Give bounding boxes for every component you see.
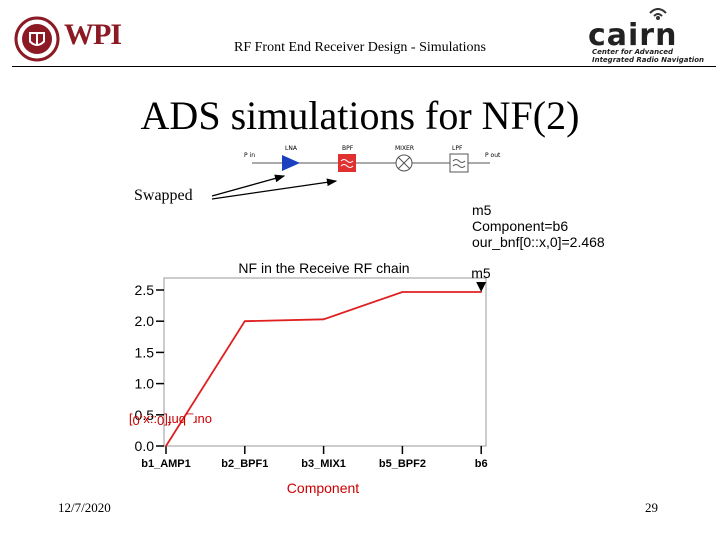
swap-arrow-2 [211,178,338,200]
y-tick-label: 2.0 [135,313,155,329]
x-axis-label: Component [287,480,359,496]
data-point [322,318,325,321]
schematic-label-pout: P out [485,152,501,159]
y-tick-label: 0.5 [135,407,155,423]
nf-chart: NF in the Receive RF chain 0.0 0.5 1.0 1.5 2… [129,260,491,496]
signal-wave-icon [649,8,667,20]
wpi-seal-icon [14,16,60,62]
series-line [165,291,482,447]
schematic-label-pin: P in [244,152,255,159]
marker-label: m5 [471,265,491,281]
schematic: P in LNA BPF MIXER LPF P out [244,145,501,173]
marker-value: our_bnf[0::x,0]=2.468 [472,234,605,250]
data-point [165,445,167,447]
marker-component: Component=b6 [472,218,568,234]
y-tick-label: 2.5 [135,282,155,298]
x-tick-label: b3_MIX1 [301,458,346,470]
cairn-subtitle-1: Center for Advanced [592,48,673,56]
schematic-label-lpf: LPF [452,145,463,152]
lna-amplifier-icon [282,155,300,171]
cairn-wordmark: cairn [588,18,678,53]
data-point [401,291,404,293]
footer-date: 12/7/2020 [58,500,111,515]
x-tick-label: b2_BPF1 [221,458,268,470]
plot-frame [163,277,487,447]
header-divider [12,66,716,67]
bpf-filter-icon [338,154,356,172]
header-title: RF Front End Receiver Design - Simulatio… [234,40,486,55]
schematic-label-bpf: BPF [342,145,354,152]
cairn-subtitle-2: Integrated Radio Navigation [592,56,704,64]
chart-title: NF in the Receive RF chain [238,260,409,276]
y-tick-label: 1.0 [135,376,155,392]
data-point [480,291,483,293]
swapped-annotation: Swapped [134,187,193,204]
marker-m5-icon[interactable] [476,281,487,292]
y-axis-label: our_bnf[0::x,0] [129,413,212,428]
schematic-label-lna: LNA [285,145,298,152]
marker-name: m5 [472,202,492,218]
x-tick-label: b5_BPF2 [379,458,426,470]
wpi-wordmark: WPI [64,18,122,51]
slide-title: ADS simulations for NF(2) [140,93,580,138]
data-point [244,320,246,323]
wpi-logo [14,16,134,62]
x-tick-label: b1_AMP1 [141,458,191,470]
lpf-filter-icon [449,153,469,173]
schematic-label-mixer: MIXER [395,145,414,152]
y-tick-label: 1.5 [135,344,155,360]
page-number: 29 [645,500,658,515]
cairn-logo [586,8,716,68]
swap-arrow-1 [211,174,286,197]
y-tick-label: 0.0 [135,438,155,454]
x-tick-label: b6 [475,458,488,470]
